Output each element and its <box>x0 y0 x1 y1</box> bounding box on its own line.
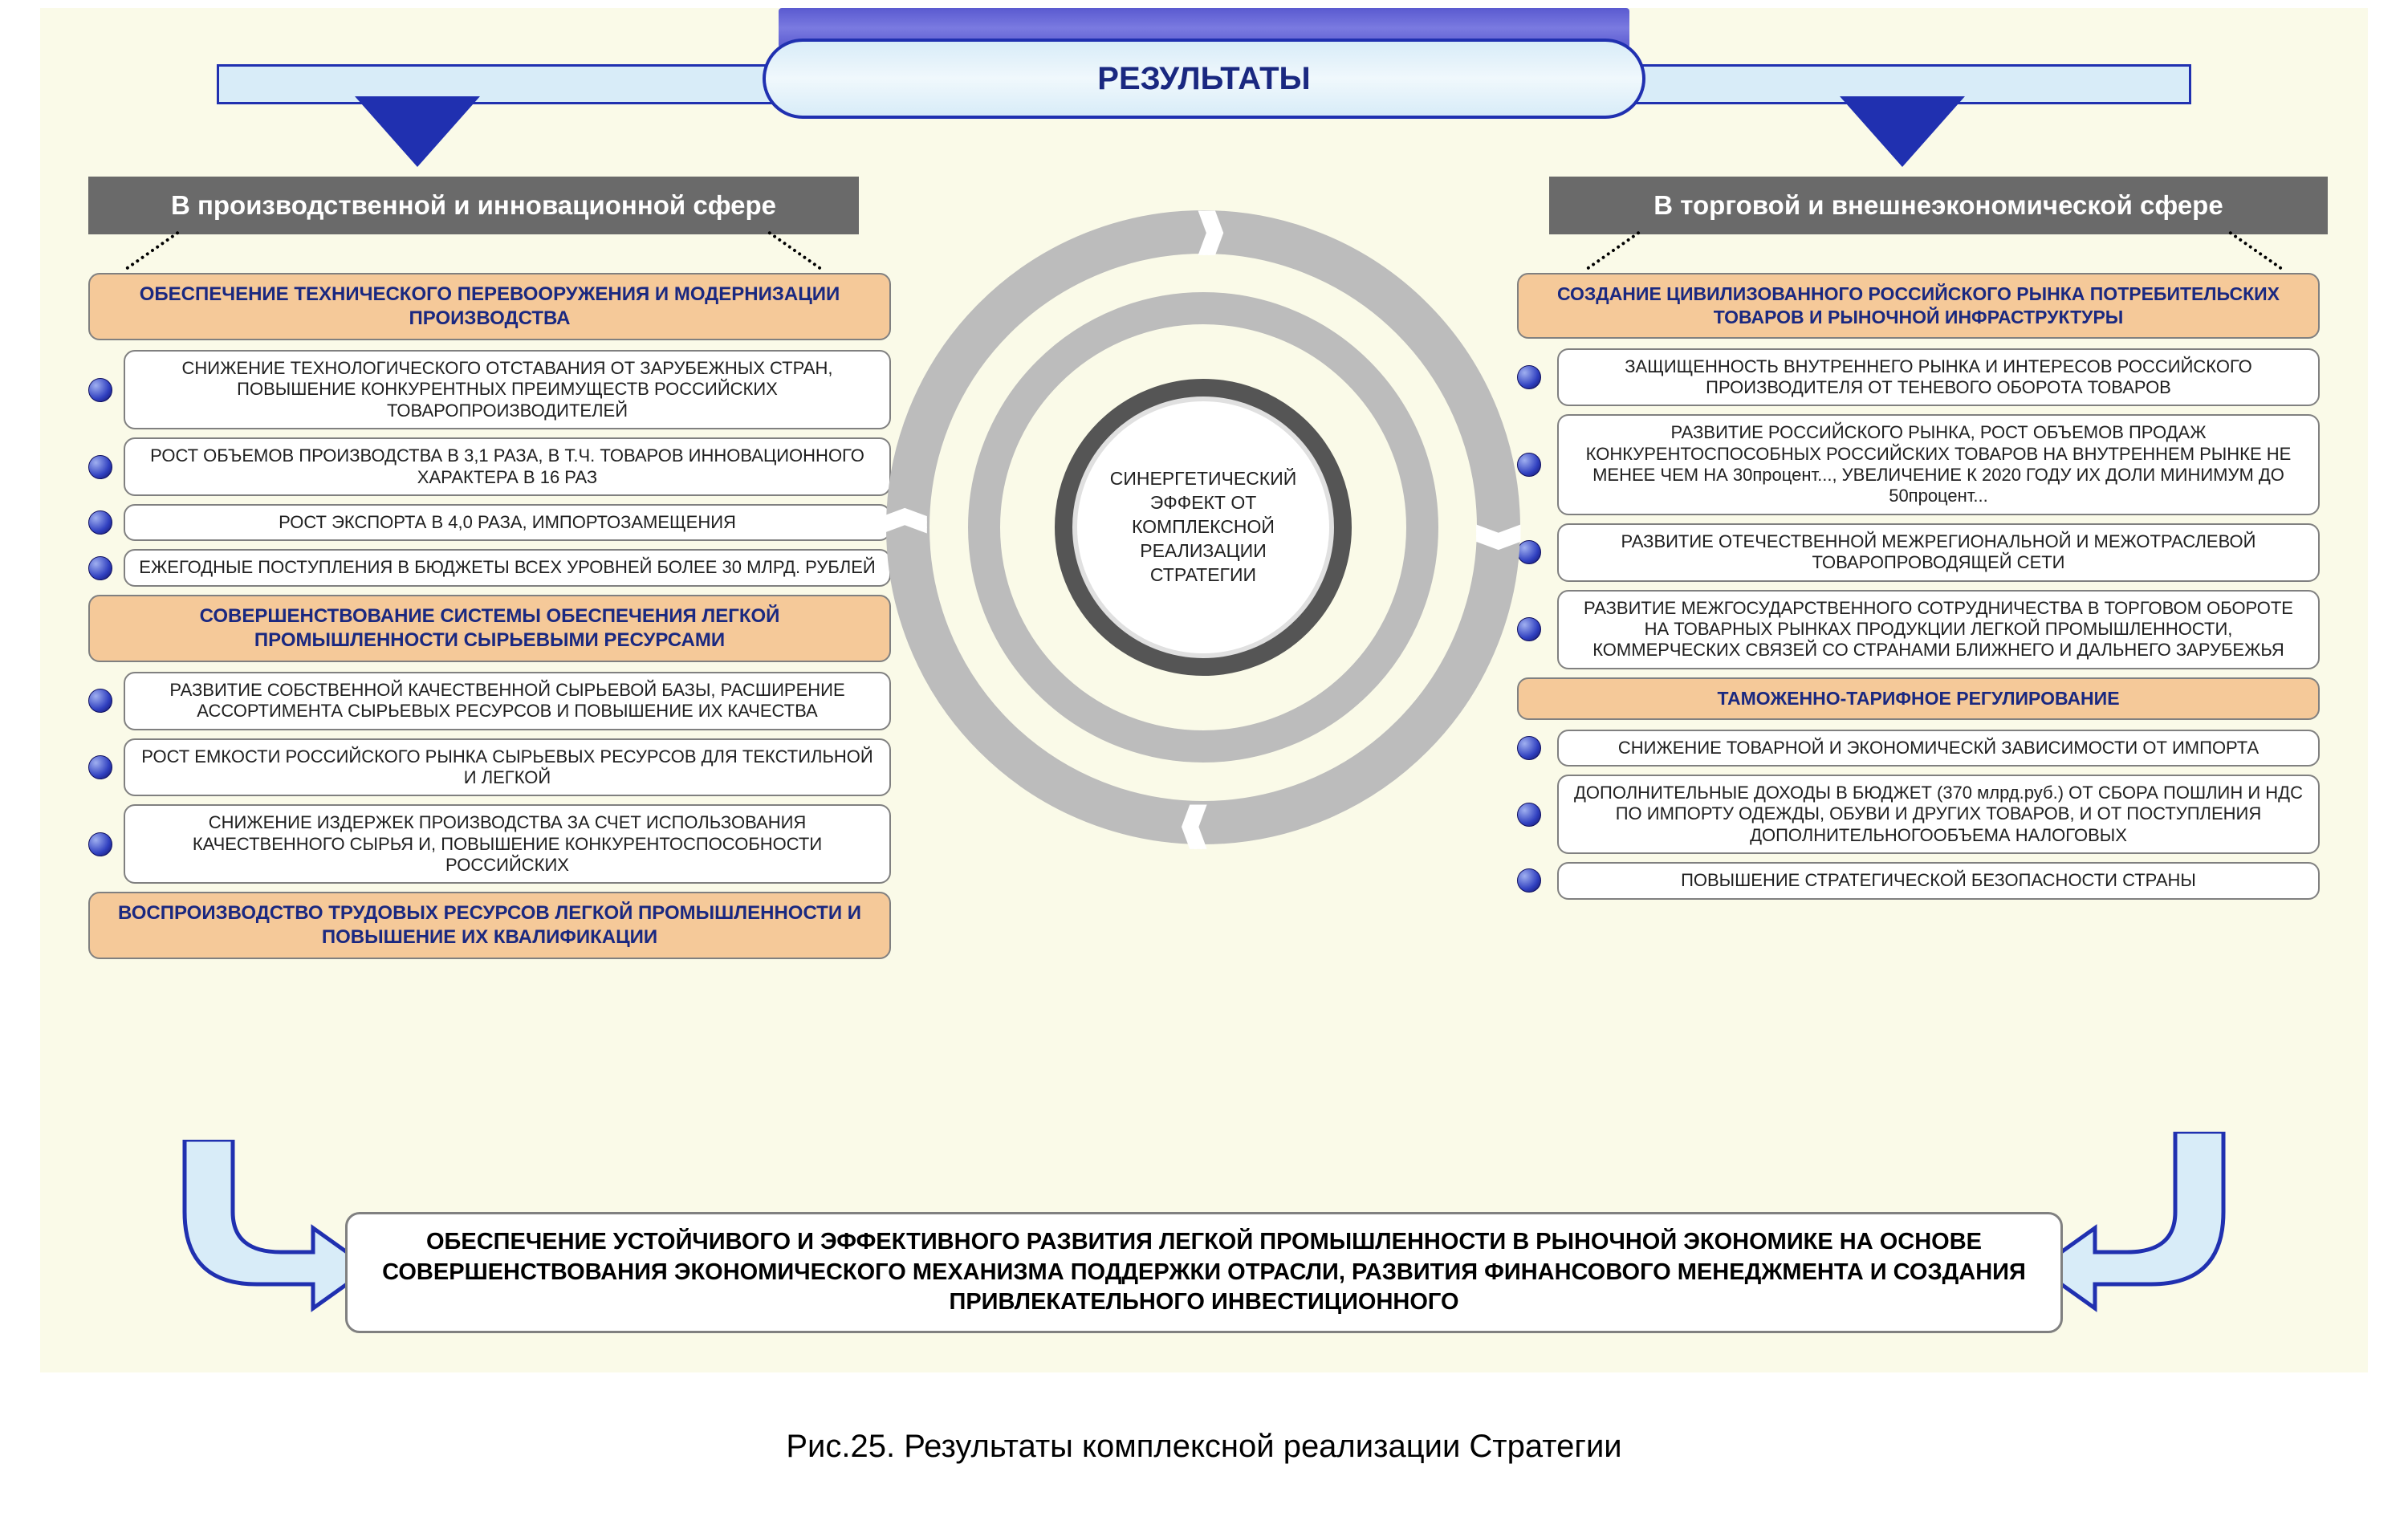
left-column: ОБЕСПЕЧЕНИЕ ТЕХНИЧЕСКОГО ПЕРЕВООРУЖЕНИЯ … <box>88 273 891 969</box>
dotted-connector <box>1586 230 1641 270</box>
item-box: ПОВЫШЕНИЕ СТРАТЕГИЧЕСКОЙ БЕЗОПАСНОСТИ СТ… <box>1557 862 2320 899</box>
center-core: СИНЕРГЕТИЧЕСКИЙ ЭФФЕКТ ОТ КОМПЛЕКСНОЙ РЕ… <box>1077 401 1329 653</box>
list-item: СНИЖЕНИЕ ИЗДЕРЖЕК ПРОИЗВОДСТВА ЗА СЧЕТ И… <box>88 804 891 884</box>
list-item: РОСТ ОБЪЕМОВ ПРОИЗВОДСТВА В 3,1 РАЗА, В … <box>88 437 891 496</box>
item-box: РОСТ ЭКСПОРТА В 4,0 РАЗА, ИМПОРТОЗАМЕЩЕН… <box>124 504 891 541</box>
list-item: СНИЖЕНИЕ ТЕХНОЛОГИЧЕСКОГО ОТСТАВАНИЯ ОТ … <box>88 350 891 429</box>
bullet-icon <box>88 455 112 479</box>
bullet-icon <box>88 510 112 535</box>
bullet-icon <box>1517 540 1541 564</box>
bullet-icon <box>1517 803 1541 827</box>
item-box: ДОПОЛНИТЕЛЬНЫЕ ДОХОДЫ В БЮДЖЕТ (370 млрд… <box>1557 775 2320 854</box>
left-category-header: В производственной и инновационной сфере <box>88 177 859 234</box>
list-item: РОСТ ЭКСПОРТА В 4,0 РАЗА, ИМПОРТОЗАМЕЩЕН… <box>88 504 891 541</box>
bullet-icon <box>1517 868 1541 893</box>
bullet-icon <box>88 556 112 580</box>
item-box: ЗАЩИЩЕННОСТЬ ВНУТРЕННЕГО РЫНКА И ИНТЕРЕС… <box>1557 348 2320 407</box>
curved-arrow-left-icon <box>153 1140 377 1316</box>
section-title: СОВЕРШЕНСТВОВАНИЕ СИСТЕМЫ ОБЕСПЕЧЕНИЯ ЛЕ… <box>88 595 891 662</box>
list-item: РАЗВИТИЕ СОБСТВЕННОЙ КАЧЕСТВЕННОЙ СЫРЬЕВ… <box>88 672 891 730</box>
chevron-down-icon: ⟩⟩⟩ <box>1471 521 1527 536</box>
results-title-oval: РЕЗУЛЬТАТЫ <box>763 39 1645 119</box>
left-category-text: В производственной и инновационной сфере <box>171 190 776 221</box>
center-text: СИНЕРГЕТИЧЕСКИЙ ЭФФЕКТ ОТ КОМПЛЕКСНОЙ РЕ… <box>1101 467 1305 587</box>
bullet-icon <box>88 755 112 779</box>
list-item: РАЗВИТИЕ МЕЖГОСУДАРСТВЕННОГО СОТРУДНИЧЕС… <box>1517 590 2320 669</box>
item-box: СНИЖЕНИЕ ТОВАРНОЙ И ЭКОНОМИЧЕСКЙ ЗАВИСИМ… <box>1557 730 2320 767</box>
item-box: РАЗВИТИЕ СОБСТВЕННОЙ КАЧЕСТВЕННОЙ СЫРЬЕВ… <box>124 672 891 730</box>
list-item: РАЗВИТИЕ ОТЕЧЕСТВЕННОЙ МЕЖРЕГИОНАЛЬНОЙ И… <box>1517 523 2320 582</box>
list-item: РАЗВИТИЕ РОССИЙСКОГО РЫНКА, РОСТ ОБЪЕМОВ… <box>1517 414 2320 515</box>
chevron-right-icon: ⟩⟩⟩ <box>1194 204 1210 260</box>
conclusion-box: ОБЕСПЕЧЕНИЕ УСТОЙЧИВОГО И ЭФФЕКТИВНОГО Р… <box>345 1212 2063 1333</box>
bullet-icon <box>88 378 112 402</box>
conclusion-text: ОБЕСПЕЧЕНИЕ УСТОЙЧИВОГО И ЭФФЕКТИВНОГО Р… <box>382 1229 2026 1315</box>
dotted-connector <box>2228 230 2283 270</box>
item-box: СНИЖЕНИЕ ИЗДЕРЖЕК ПРОИЗВОДСТВА ЗА СЧЕТ И… <box>124 804 891 884</box>
item-box: ЕЖЕГОДНЫЕ ПОСТУПЛЕНИЯ В БЮДЖЕТЫ ВСЕХ УРО… <box>124 549 891 586</box>
bullet-icon <box>1517 736 1541 760</box>
results-title-text: РЕЗУЛЬТАТЫ <box>1097 61 1310 97</box>
branch-arrow-left-head <box>361 103 474 167</box>
right-category-text: В торговой и внешнеэкономической сфере <box>1653 190 2223 221</box>
bullet-icon <box>1517 453 1541 477</box>
list-item: ЕЖЕГОДНЫЕ ПОСТУПЛЕНИЯ В БЮДЖЕТЫ ВСЕХ УРО… <box>88 549 891 586</box>
bullet-icon <box>88 689 112 713</box>
list-item: ПОВЫШЕНИЕ СТРАТЕГИЧЕСКОЙ БЕЗОПАСНОСТИ СТ… <box>1517 862 2320 899</box>
chevron-left-icon: ⟩⟩⟩ <box>1194 798 1210 854</box>
list-item: ЗАЩИЩЕННОСТЬ ВНУТРЕННЕГО РЫНКА И ИНТЕРЕС… <box>1517 348 2320 407</box>
item-box: РОСТ ЕМКОСТИ РОССИЙСКОГО РЫНКА СЫРЬЕВЫХ … <box>124 738 891 797</box>
figure-caption: Рис.25. Результаты комплексной реализаци… <box>0 1429 2408 1465</box>
section-title: ТАМОЖЕННО-ТАРИФНОЕ РЕГУЛИРОВАНИЕ <box>1517 677 2320 720</box>
item-box: РАЗВИТИЕ РОССИЙСКОГО РЫНКА, РОСТ ОБЪЕМОВ… <box>1557 414 2320 515</box>
dotted-connector <box>767 230 822 270</box>
list-item: СНИЖЕНИЕ ТОВАРНОЙ И ЭКОНОМИЧЕСКЙ ЗАВИСИМ… <box>1517 730 2320 767</box>
bullet-icon <box>1517 617 1541 641</box>
item-box: РАЗВИТИЕ ОТЕЧЕСТВЕННОЙ МЕЖРЕГИОНАЛЬНОЙ И… <box>1557 523 2320 582</box>
item-box: СНИЖЕНИЕ ТЕХНОЛОГИЧЕСКОГО ОТСТАВАНИЯ ОТ … <box>124 350 891 429</box>
branch-arrow-left-bar <box>217 64 795 104</box>
list-item: ДОПОЛНИТЕЛЬНЫЕ ДОХОДЫ В БЮДЖЕТ (370 млрд… <box>1517 775 2320 854</box>
section-title: СОЗДАНИЕ ЦИВИЛИЗОВАННОГО РОССИЙСКОГО РЫН… <box>1517 273 2320 339</box>
section-title: ВОСПРОИЗВОДСТВО ТРУДОВЫХ РЕСУРСОВ ЛЕГКОЙ… <box>88 892 891 959</box>
branch-arrow-right-head <box>1846 103 1959 167</box>
chevron-up-icon: ⟩⟩⟩ <box>876 521 932 536</box>
bullet-icon <box>1517 365 1541 389</box>
right-column: СОЗДАНИЕ ЦИВИЛИЗОВАННОГО РОССИЙСКОГО РЫН… <box>1517 273 2320 908</box>
right-category-header: В торговой и внешнеэкономической сфере <box>1549 177 2328 234</box>
section-title: ОБЕСПЕЧЕНИЕ ТЕХНИЧЕСКОГО ПЕРЕВООРУЖЕНИЯ … <box>88 273 891 340</box>
list-item: РОСТ ЕМКОСТИ РОССИЙСКОГО РЫНКА СЫРЬЕВЫХ … <box>88 738 891 797</box>
bullet-icon <box>88 832 112 856</box>
dotted-connector <box>125 230 180 270</box>
item-box: РОСТ ОБЪЕМОВ ПРОИЗВОДСТВА В 3,1 РАЗА, В … <box>124 437 891 496</box>
diagram-canvas: РЕЗУЛЬТАТЫ В производственной и инноваци… <box>40 8 2368 1372</box>
caption-text: Рис.25. Результаты комплексной реализаци… <box>786 1429 1621 1464</box>
item-box: РАЗВИТИЕ МЕЖГОСУДАРСТВЕННОГО СОТРУДНИЧЕС… <box>1557 590 2320 669</box>
curved-arrow-right-icon <box>2031 1132 2255 1316</box>
